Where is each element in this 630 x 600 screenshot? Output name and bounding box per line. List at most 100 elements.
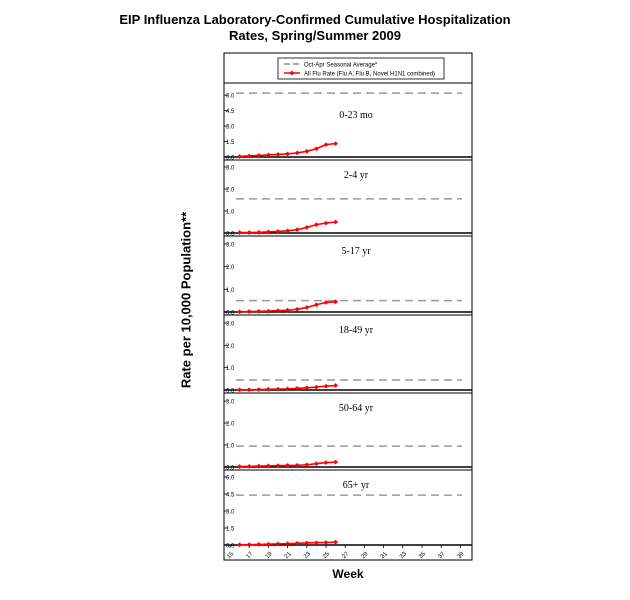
panel-3: 0.0 1.0 2.0 3.0 18-49 yr [223,314,473,395]
flu-rate-point [333,299,338,305]
flu-rate-point [323,220,329,226]
y-tick-label: 0.0 [226,389,235,395]
flu-rate-point [285,541,290,547]
flu-rate-point [246,542,252,548]
x-tick-label: 33 [399,551,408,560]
panels: 0.0 1.5 3.0 4.5 6.0 0-23 mo 0.0 1.0 2.0 3.0 2-4 yr… [223,82,473,550]
flu-rate-point [304,225,310,230]
chart-title-line1: EIP Influenza Laboratory-Confirmed Cumul… [119,12,511,27]
y-tick-label: 3.0 [226,243,235,249]
flu-rate-point [256,463,262,469]
flu-rate-point [275,308,281,314]
flu-rate-point [266,152,271,158]
flu-rate-point [333,219,338,225]
flu-rate-point [237,387,242,393]
flu-rate-point [256,542,262,547]
y-tick-label: 3.0 [226,322,235,328]
flu-rate-point [237,464,242,469]
flu-rate-point [314,146,319,152]
flu-rate-point [266,386,271,392]
flu-rate-point [314,384,319,390]
flu-rate-point [294,386,300,391]
flu-rate-point [285,463,290,468]
y-tick-label: 2.0 [226,188,235,194]
flu-rate-point [246,387,252,393]
y-tick-label: 4.5 [226,493,235,499]
x-tick-label: 39 [457,551,466,560]
chart-title-line2: Rates, Spring/Summer 2009 [229,28,401,43]
flu-rate-point [237,154,242,159]
flu-rate-point [266,308,271,314]
flu-rate-point [256,153,262,158]
y-axis-label: Rate per 10,000 Population** [178,211,194,389]
y-tick-label: 2.0 [226,344,235,350]
flu-rate-point [275,463,281,469]
flu-rate-point [266,541,271,547]
flu-rate-point [285,307,290,313]
x-tick-label: 17 [245,551,254,560]
chart-title: EIP Influenza Laboratory-Confirmed Cumul… [0,12,630,44]
flu-rate-point [314,461,319,467]
flu-rate-point [256,229,262,235]
flu-rate-point [294,540,300,546]
flu-rate-point [294,306,300,312]
x-tick-label: 29 [361,551,370,560]
flu-rate-point [275,229,281,234]
y-tick-label: 1.5 [226,140,235,146]
x-tick-label: 35 [418,551,427,560]
flu-rate-point [275,386,281,392]
flu-rate-point [304,385,310,391]
x-tick-label: 25 [322,551,331,560]
flu-rate-point [294,150,300,156]
panel-label: 50-64 yr [339,403,374,414]
legend-flu-label: All Flu Rate (Flu A, Flu B, Novel H1N1 c… [304,72,435,78]
panel-label: 18-49 yr [339,325,374,336]
flu-rate-point [323,540,329,545]
legend-seasonal-label: Oct-Apr Seasonal Average* [304,63,378,69]
flu-rate-point [314,222,319,228]
x-axis: 15 17 19 21 23 25 27 29 31 33 35 37 39 [226,545,466,560]
flu-rate-point [323,142,329,148]
panel-0: 0.0 1.5 3.0 4.5 6.0 0-23 mo [223,82,473,162]
flu-rate-point [285,151,290,157]
flu-rate-point [275,152,281,157]
panel-label: 2-4 yr [344,170,369,181]
panel-2: 0.0 1.0 2.0 3.0 5-17 yr [223,235,473,317]
flu-rate-point [237,230,242,235]
flu-rate-point [304,305,310,310]
y-tick-label: 2.0 [226,265,235,271]
y-tick-label: 1.0 [226,444,235,450]
flu-rate-point [246,309,252,314]
flu-rate-point [304,148,310,154]
flu-rate-point [256,387,262,392]
flu-rate-point [294,462,300,468]
flu-rate-point [285,386,290,392]
flu-rate-point [333,141,338,146]
y-tick-label: 2.0 [226,422,235,428]
x-tick-label: 21 [284,551,293,560]
flu-rate-point [314,302,319,308]
flu-rate-point [333,459,338,465]
panel-label: 65+ yr [343,480,370,491]
y-tick-label: 0.0 [226,466,235,472]
legend-flu-marker [289,70,295,76]
x-axis-label: Week [332,567,364,581]
flu-rate-point [333,539,338,545]
flu-rate-point [314,540,319,546]
y-tick-label: 1.0 [226,210,235,216]
x-tick-label: 27 [341,551,350,560]
flu-rate-point [256,308,262,314]
x-tick-label: 15 [226,551,235,560]
y-tick-label: 0.0 [226,544,235,550]
flu-rate-point [323,383,329,389]
y-tick-label: 4.5 [226,109,235,115]
panel-4: 0.0 1.0 2.0 3.0 50-64 yr [223,392,473,472]
y-tick-label: 1.0 [226,366,235,372]
y-tick-label: 6.0 [226,94,235,100]
flu-rate-point [285,228,290,234]
flu-rate-point [275,541,281,547]
flu-rate-point [333,383,338,388]
flu-rate-point [246,153,252,159]
flu-rate-point [294,227,300,233]
